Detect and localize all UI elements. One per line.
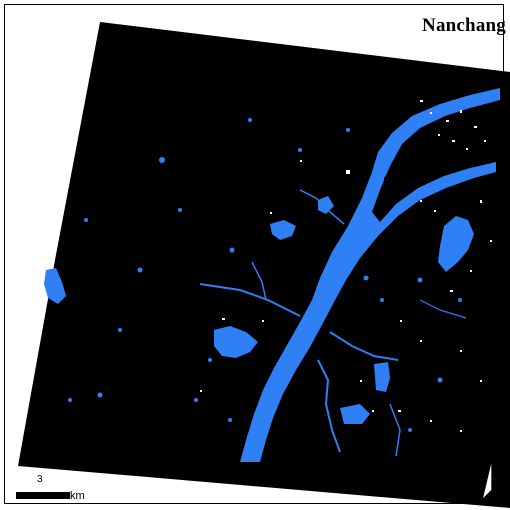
small-ponds [68,118,462,432]
lake-west [44,268,66,304]
lake-north [270,220,296,240]
canal [199,283,301,317]
canal [419,299,467,319]
scale-bar-value: 3 [37,474,43,485]
canal [317,359,341,453]
north-arrow-icon [480,457,504,502]
lake-north-east [318,196,334,214]
river-island [384,140,428,200]
canal [299,189,345,225]
canal [251,261,267,301]
scale-bar [16,492,70,499]
canal [329,331,399,361]
lake-south-east [374,362,390,392]
map-title: Nanchang [422,15,506,36]
lake-south [340,404,370,424]
gan-river [240,88,500,462]
canal [389,403,401,457]
lake-east [438,216,474,272]
north-label: N [485,442,494,456]
lake-central [214,326,258,358]
scale-bar-unit: km [70,490,85,502]
builtup-areas [200,100,492,432]
